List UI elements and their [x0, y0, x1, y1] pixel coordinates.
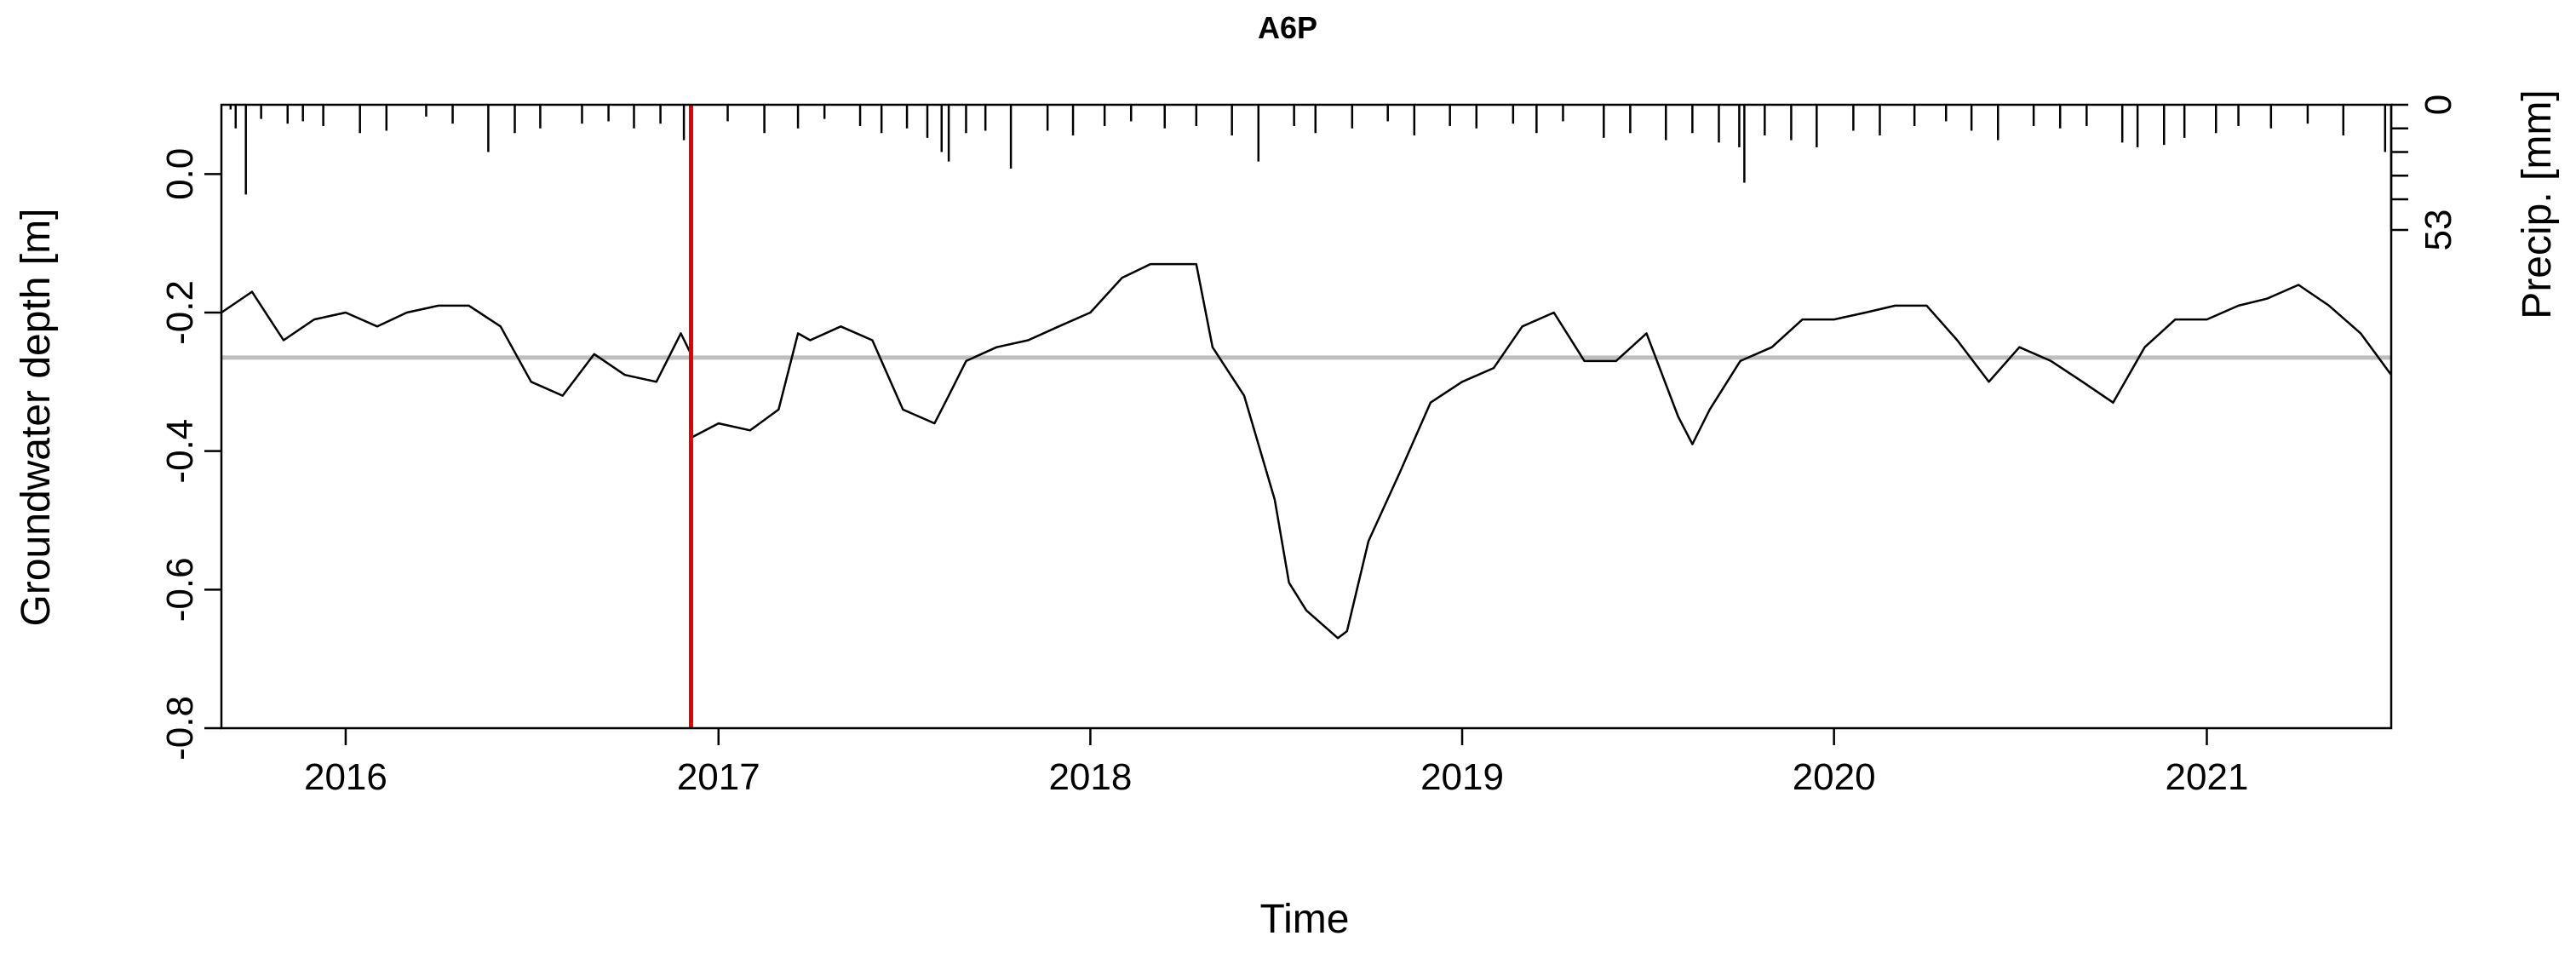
y2-axis-title: Precip. [mm] [2515, 89, 2560, 319]
plot-area: 2016 2017 2018 2019 2020 2021 0.0 -0.2 -0.4 -0.6 -… [159, 95, 2459, 798]
groundwater-series-line [221, 262, 2393, 640]
x-tick-label: 2017 [677, 756, 760, 798]
y2-tick-label: 0 [2418, 95, 2459, 115]
x-tick-label: 2020 [1793, 756, 1876, 798]
y-tick-label: -0.6 [159, 557, 201, 622]
plot-frame [220, 103, 2393, 730]
x-axis-title: Time [1260, 897, 1350, 942]
y-tick-label: 0.0 [159, 148, 201, 200]
y-tick-label: -0.2 [159, 280, 201, 345]
x-tick-label: 2018 [1048, 756, 1132, 798]
x-tick-label: 2019 [1420, 756, 1504, 798]
x-tick-label: 2016 [304, 756, 387, 798]
chart-title: A6P [1258, 10, 1317, 45]
y-tick-label: -0.4 [159, 419, 201, 484]
y2-tick-label: 53 [2418, 210, 2459, 251]
y-tick-label: -0.8 [159, 696, 201, 761]
x-tick-label: 2021 [2166, 756, 2249, 798]
y-axis-title: Groundwater depth [m] [14, 209, 59, 627]
